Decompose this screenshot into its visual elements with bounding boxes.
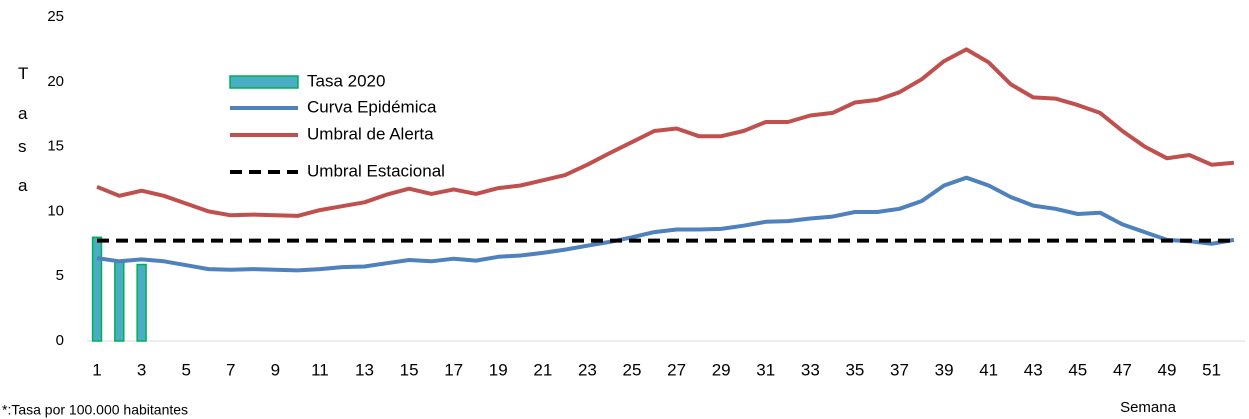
bar [91,236,103,342]
footnote: *:Tasa por 100.000 habitantes [2,402,188,418]
line [96,175,1235,273]
y-tick-label: 25 [47,8,64,25]
x-tick-label: 9 [271,360,280,379]
x-tick-label: 49 [1158,360,1177,379]
x-axis-label: Semana [1120,399,1177,416]
x-tick-label: 31 [756,360,775,379]
x-tick-label: 47 [1113,360,1132,379]
x-tick-label: 35 [845,360,864,379]
y-tick-label: 0 [56,332,64,349]
line [96,47,1235,218]
x-tick-label: 3 [137,360,146,379]
x-tick-label: 37 [890,360,909,379]
x-tick-label: 7 [226,360,235,379]
y-tick-label: 5 [56,267,64,284]
x-tick-label: 39 [935,360,954,379]
x-tick-label: 25 [623,360,642,379]
x-tick-label: 11 [311,360,329,379]
x-tick-label: 43 [1024,360,1043,379]
legend-label: Umbral Estacional [307,161,445,180]
x-tick-label: 51 [1202,360,1221,379]
x-tick-label: 29 [712,360,731,379]
y-tick-label: 15 [47,138,64,155]
bar [136,263,147,342]
x-tick-label: 5 [181,360,190,379]
x-tick-label: 21 [533,360,552,379]
x-tick-label: 17 [444,360,463,379]
legend-swatch [229,75,299,89]
y-tick-label: 10 [47,202,64,219]
legend-label: Tasa 2020 [307,71,385,90]
x-tick-label: 15 [400,360,419,379]
y-tick-label: 20 [47,73,64,90]
bar [114,259,125,342]
x-tick-label: 1 [92,360,101,379]
x-tick-label: 23 [578,360,597,379]
x-tick-label: 19 [489,360,508,379]
x-tick-label: 13 [355,360,374,379]
legend-label: Curva Epidémica [307,97,437,116]
x-tick-label: 27 [667,360,686,379]
x-tick-label: 41 [979,360,998,379]
legend-label: Umbral de Alerta [307,124,434,143]
x-tick-label: 33 [801,360,820,379]
x-tick-label: 45 [1068,360,1087,379]
